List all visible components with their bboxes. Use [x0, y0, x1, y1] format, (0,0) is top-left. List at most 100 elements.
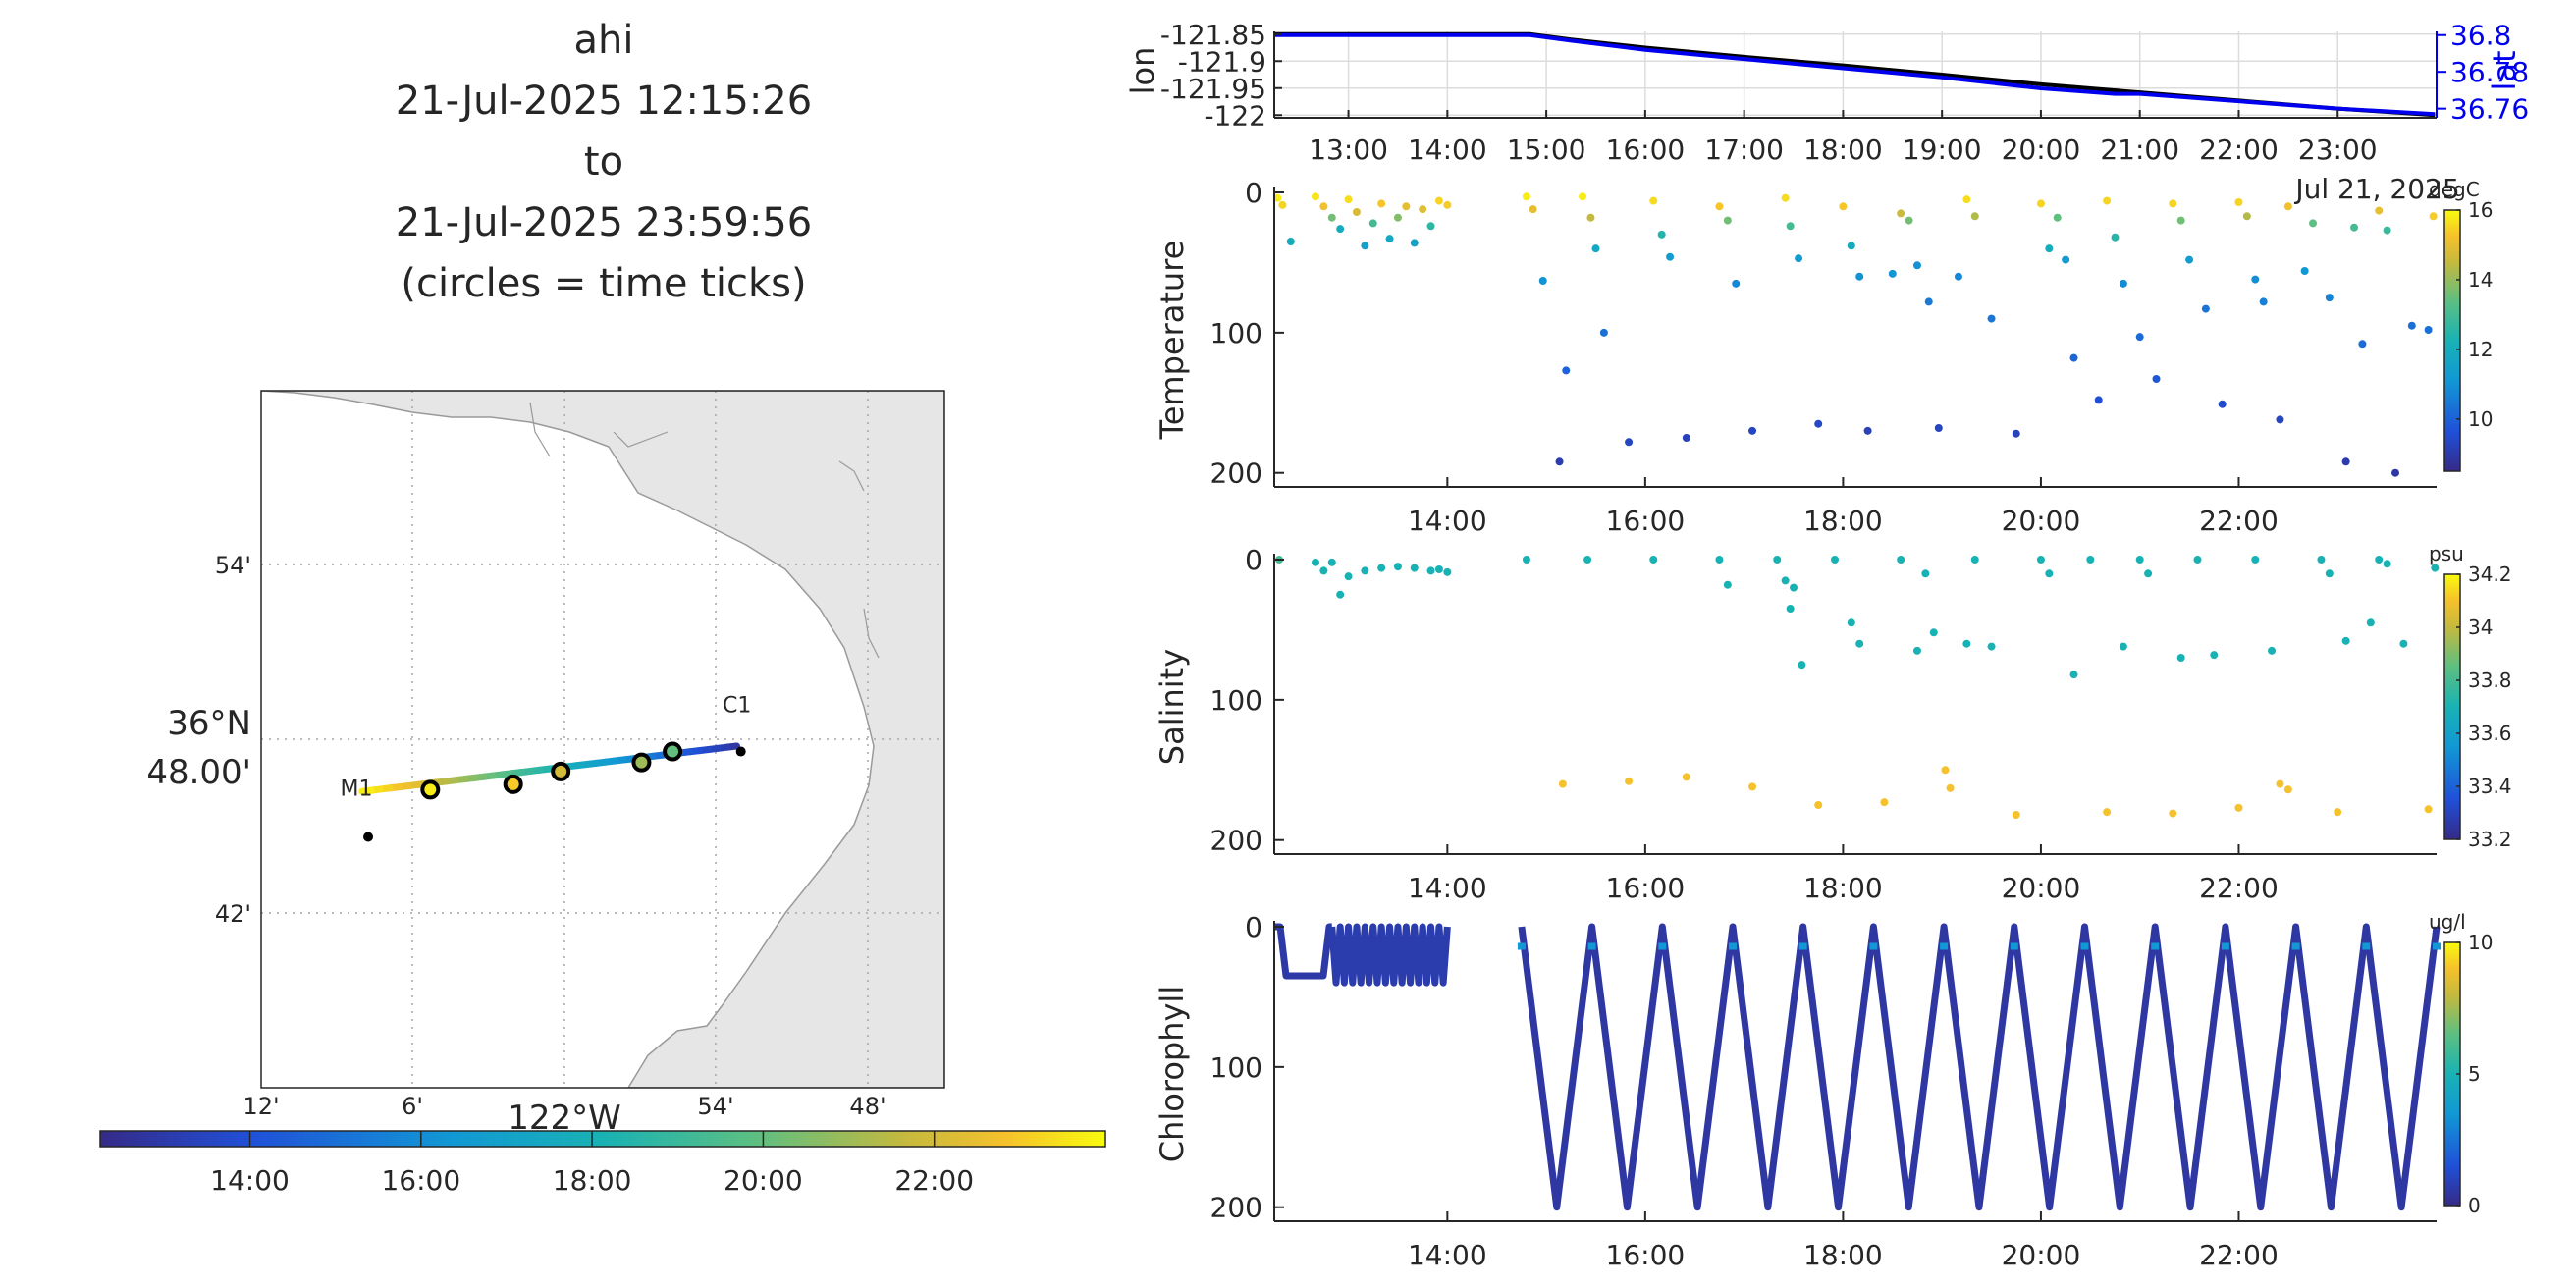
temperature-point: [2103, 196, 2112, 205]
temperature-point: [1529, 205, 1537, 214]
salinity-point: [1715, 556, 1724, 564]
temperature-colorbar-tick-label: 12: [2468, 338, 2493, 361]
lonlat-date-label: Jul 21, 2025: [2293, 173, 2459, 205]
chlorophyll-xtick-label: 18:00: [1803, 1239, 1883, 1271]
lonlat-xtick-label: 18:00: [1803, 134, 1883, 166]
lonlat-xtick-label: 13:00: [1309, 134, 1388, 166]
chlorophyll-colorbar-tick-label: 10: [2468, 931, 2493, 954]
salinity-point: [1426, 566, 1435, 575]
salinity-point: [1558, 779, 1567, 788]
temperature-point: [1273, 193, 1282, 202]
temperature-point: [2325, 294, 2334, 302]
temperature-point: [2053, 213, 2062, 222]
time-colorbar-tick-label: 18:00: [553, 1164, 632, 1197]
lonlat-xtick-label: 15:00: [1507, 134, 1586, 166]
temperature-point: [2012, 429, 2020, 438]
salinity-point: [1946, 783, 1955, 792]
salinity-colorbar: [2443, 573, 2461, 840]
salinity-point: [1921, 569, 1930, 578]
lonlat-xtick-label: 17:00: [1704, 134, 1784, 166]
temperature-point: [1419, 205, 1427, 214]
temperature-point: [1522, 192, 1530, 201]
temperature-colorbar: [2443, 209, 2461, 472]
chlorophyll-ytick-label: 100: [1210, 1051, 1262, 1084]
temperature-point: [1599, 328, 1608, 337]
temperature-point: [1586, 213, 1595, 222]
salinity-point: [2366, 618, 2375, 627]
temperature-point: [1987, 314, 1996, 323]
salinity-point: [1393, 563, 1402, 571]
temperature-point: [1666, 252, 1675, 261]
temperature-point: [1786, 222, 1795, 231]
salinity-point: [1941, 766, 1950, 775]
temperature-ytick-label: 100: [1210, 317, 1262, 349]
salinity-colorbar-tick-label: 33.6: [2468, 722, 2512, 745]
salinity-colorbar-tick-label: 33.8: [2468, 669, 2512, 692]
salinity-point: [2251, 556, 2260, 564]
temperature-point: [1682, 434, 1690, 442]
temperature-point: [2218, 400, 2227, 408]
map-time-tick-circle: [420, 779, 441, 800]
salinity-point: [2169, 809, 2177, 818]
temperature-point: [2119, 279, 2127, 288]
salinity-xtick-label: 16:00: [1606, 872, 1686, 904]
temperature-point: [2201, 304, 2210, 313]
map-frame: [260, 390, 945, 1089]
temperature-xtick-label: 22:00: [2199, 505, 2279, 537]
temperature-point: [1393, 213, 1402, 222]
temperature-point: [1625, 438, 1634, 447]
salinity-colorbar-unit: psu: [2429, 542, 2464, 565]
temperature-colorbar-tick-label: 16: [2468, 198, 2493, 222]
temperature-point: [2251, 275, 2260, 284]
salinity-point: [1649, 556, 1658, 564]
chlorophyll-colorbar-tick-label: 5: [2468, 1062, 2481, 1086]
temperature-point: [1781, 193, 1790, 202]
lonlat-xtick-label: 21:00: [2100, 134, 2179, 166]
temperature-point: [2045, 244, 2054, 253]
salinity-point: [2135, 556, 2144, 564]
salinity-point: [1970, 556, 1979, 564]
temperature-point: [1385, 235, 1394, 243]
temperature-point: [1426, 222, 1435, 231]
temperature-point: [2391, 468, 2400, 477]
salinity-point: [2399, 639, 2408, 648]
map-time-tick-circle: [503, 774, 523, 794]
lon-ytick-label: -121.95: [1160, 73, 1266, 105]
temperature-point: [2259, 297, 2268, 306]
temperature-point: [1562, 366, 1571, 375]
time-colorbar-tick-label: 14:00: [210, 1164, 290, 1197]
temperature-point: [2429, 212, 2438, 221]
temperature-point: [2069, 353, 2078, 362]
salinity-point: [2036, 556, 2045, 564]
salinity-point: [1814, 801, 1823, 809]
salinity-point: [2069, 671, 2078, 679]
lat-ytick-label: 36.76: [2450, 93, 2529, 126]
temperature-points: [1273, 192, 2438, 477]
salinity-point: [2276, 779, 2284, 788]
figure-title-line-3: to: [583, 139, 624, 185]
figure-title-line-1: ahi: [573, 18, 634, 63]
salinity-xtick-label: 18:00: [1803, 872, 1883, 904]
salinity-point: [1682, 773, 1690, 781]
time-colorbar-tick-label: 20:00: [724, 1164, 803, 1197]
temperature-point: [1591, 244, 1600, 253]
map-time-tick-circle: [663, 741, 683, 762]
temperature-xtick-label: 14:00: [1408, 505, 1487, 537]
salinity-point: [1912, 646, 1921, 655]
temperature-point: [1538, 277, 1547, 285]
salinity-xtick-label: 22:00: [2199, 872, 2279, 904]
salinity-point: [2119, 642, 2127, 651]
salinity-point: [2012, 811, 2020, 819]
lon-ytick-label: -121.9: [1178, 45, 1266, 78]
lat-axis-title: lat: [2486, 50, 2523, 90]
temperature-point: [2383, 226, 2391, 235]
temperature-point: [1905, 216, 1913, 225]
map-land: [261, 391, 944, 1088]
salinity-point: [1583, 556, 1592, 564]
chlorophyll-profile-line: [1274, 923, 1333, 980]
chlorophyll-ytick-label: 200: [1210, 1192, 1262, 1224]
temperature-point: [2169, 199, 2177, 208]
lonlat-xtick-label: 14:00: [1408, 134, 1487, 166]
salinity-point: [2193, 556, 2202, 564]
temperature-point: [1954, 272, 1962, 281]
